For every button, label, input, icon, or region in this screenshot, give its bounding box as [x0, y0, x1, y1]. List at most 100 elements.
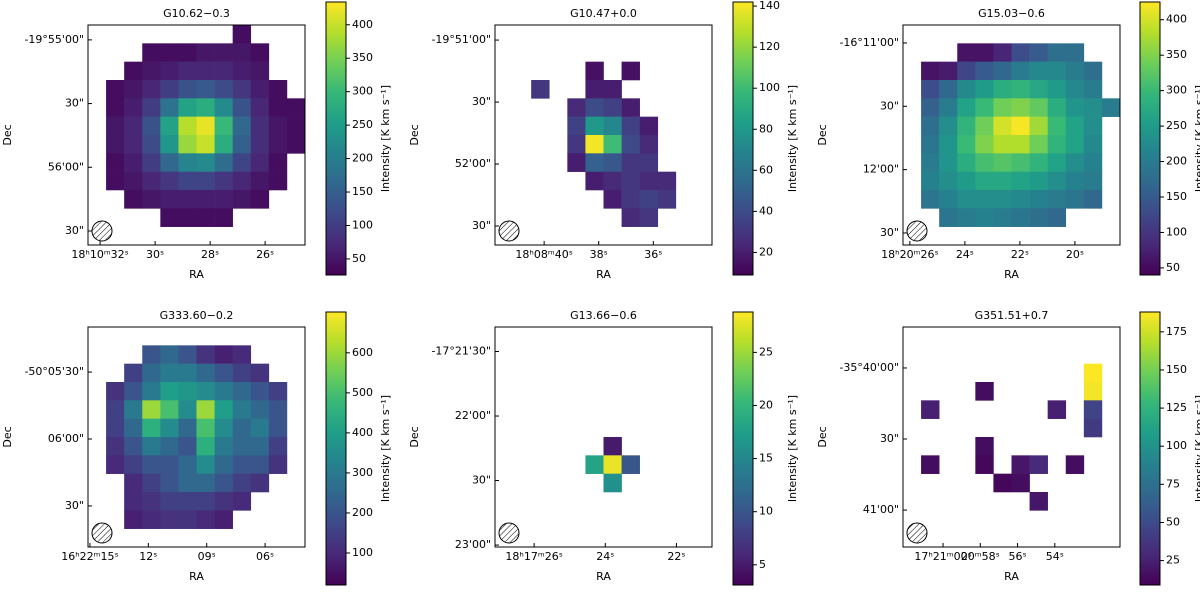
pixel — [232, 61, 252, 81]
panel-title: G351.51+0.7 — [975, 309, 1049, 322]
colorbar-tick-label: 140 — [759, 0, 780, 12]
colorbar-tick-label: 200 — [352, 506, 373, 519]
pixel — [232, 43, 252, 62]
pixel — [621, 171, 640, 191]
pixel — [250, 437, 270, 456]
pixel — [160, 208, 179, 227]
pixel — [621, 116, 640, 136]
y-tick-label: 30" — [880, 432, 899, 445]
colorbar-tick-label: 50 — [1166, 261, 1180, 274]
y-tick-label: 30" — [65, 224, 84, 237]
pixel — [1065, 98, 1085, 117]
pixel — [214, 98, 233, 117]
pixel — [567, 153, 586, 172]
pixel — [1029, 171, 1048, 191]
pixel — [1083, 61, 1103, 81]
x-axis-label: RA — [596, 268, 611, 281]
x-axis-label: RA — [189, 268, 204, 281]
pixel — [603, 171, 622, 191]
y-tick-label: 30" — [880, 99, 899, 112]
pixel — [993, 153, 1012, 172]
pixel — [1083, 135, 1103, 154]
pixel — [106, 382, 125, 401]
pixel — [214, 492, 233, 511]
pixel — [196, 190, 215, 209]
colorbar-tick-label: 60 — [759, 163, 773, 176]
pixel — [1047, 80, 1067, 99]
pixel — [178, 171, 197, 191]
pixel — [196, 43, 215, 62]
pixel — [142, 418, 161, 438]
colorbar-tick-label: 100 — [352, 546, 373, 559]
x-tick-label: 18ʰ17ᵐ26ˢ — [505, 550, 562, 563]
x-tick-label: 16ʰ22ᵐ15ˢ — [61, 550, 118, 563]
axes-frame — [902, 24, 1121, 246]
colorbar-tick-label: 400 — [352, 426, 373, 439]
pixel — [921, 400, 940, 419]
pixel — [142, 437, 161, 456]
pixel — [1047, 135, 1067, 154]
pixel — [178, 98, 197, 117]
pixel — [1011, 116, 1030, 136]
colorbar-tick-label: 150 — [1166, 363, 1187, 376]
beam — [91, 220, 113, 242]
pixel — [124, 171, 143, 191]
colorbar-tick-label: 250 — [352, 118, 373, 131]
pixel — [214, 345, 233, 364]
pixel — [232, 98, 252, 117]
pixel — [621, 190, 640, 209]
y-tick-label: -17°21'30" — [431, 345, 491, 358]
pixel — [196, 345, 215, 364]
pixel — [603, 190, 622, 209]
colorbar-tick-label: 75 — [1166, 477, 1180, 490]
x-tick-label: 06ˢ — [256, 550, 274, 563]
pixel — [1083, 382, 1103, 401]
pixel — [142, 135, 161, 154]
pixel — [214, 400, 233, 419]
colorbar-tick-label: 125 — [1166, 401, 1187, 414]
colorbar-label: Intensity [K km s⁻¹] — [379, 85, 392, 192]
pixel — [1047, 171, 1067, 191]
colorbar-tick-label: 175 — [1166, 325, 1187, 338]
pixel — [268, 400, 288, 419]
y-tick-label: -19°55'00" — [24, 33, 84, 46]
pixel — [1083, 363, 1103, 383]
x-tick-label: 22ˢ — [667, 550, 685, 563]
pixel — [214, 363, 233, 383]
colorbar — [325, 311, 347, 586]
beam — [91, 522, 113, 544]
colorbar — [1139, 311, 1161, 586]
pixel — [957, 98, 976, 117]
y-axis-label: Dec — [408, 426, 421, 447]
colorbar — [732, 311, 754, 586]
pixel — [250, 455, 270, 474]
pixel — [921, 80, 940, 99]
pixel — [1029, 116, 1048, 136]
pixel — [196, 98, 215, 117]
pixel — [124, 135, 143, 154]
pixel — [957, 153, 976, 172]
pixel — [1011, 98, 1030, 117]
x-tick-label: 20ˢ — [1066, 248, 1084, 261]
colorbar-tick-label: 400 — [352, 18, 373, 31]
pixel — [1011, 455, 1030, 474]
y-tick-label: -16°11'00" — [839, 36, 899, 49]
pixel — [124, 510, 143, 529]
pixel — [1083, 418, 1103, 438]
pixel — [160, 116, 179, 136]
colorbar-tick-label: 250 — [1166, 119, 1187, 132]
colorbar-tick-label: 80 — [759, 122, 773, 135]
pixel — [621, 208, 640, 227]
colorbar-tick-label: 20 — [759, 398, 773, 411]
pixel — [250, 116, 270, 136]
pixel — [1011, 190, 1030, 209]
y-tick-label: 41'00" — [863, 503, 899, 516]
pixel — [957, 208, 976, 227]
pixel — [993, 190, 1012, 209]
pixel — [1083, 190, 1103, 209]
panel-title: G333.60−0.2 — [160, 309, 234, 322]
pixel — [232, 400, 252, 419]
pixel — [957, 61, 976, 81]
pixel — [603, 116, 622, 136]
